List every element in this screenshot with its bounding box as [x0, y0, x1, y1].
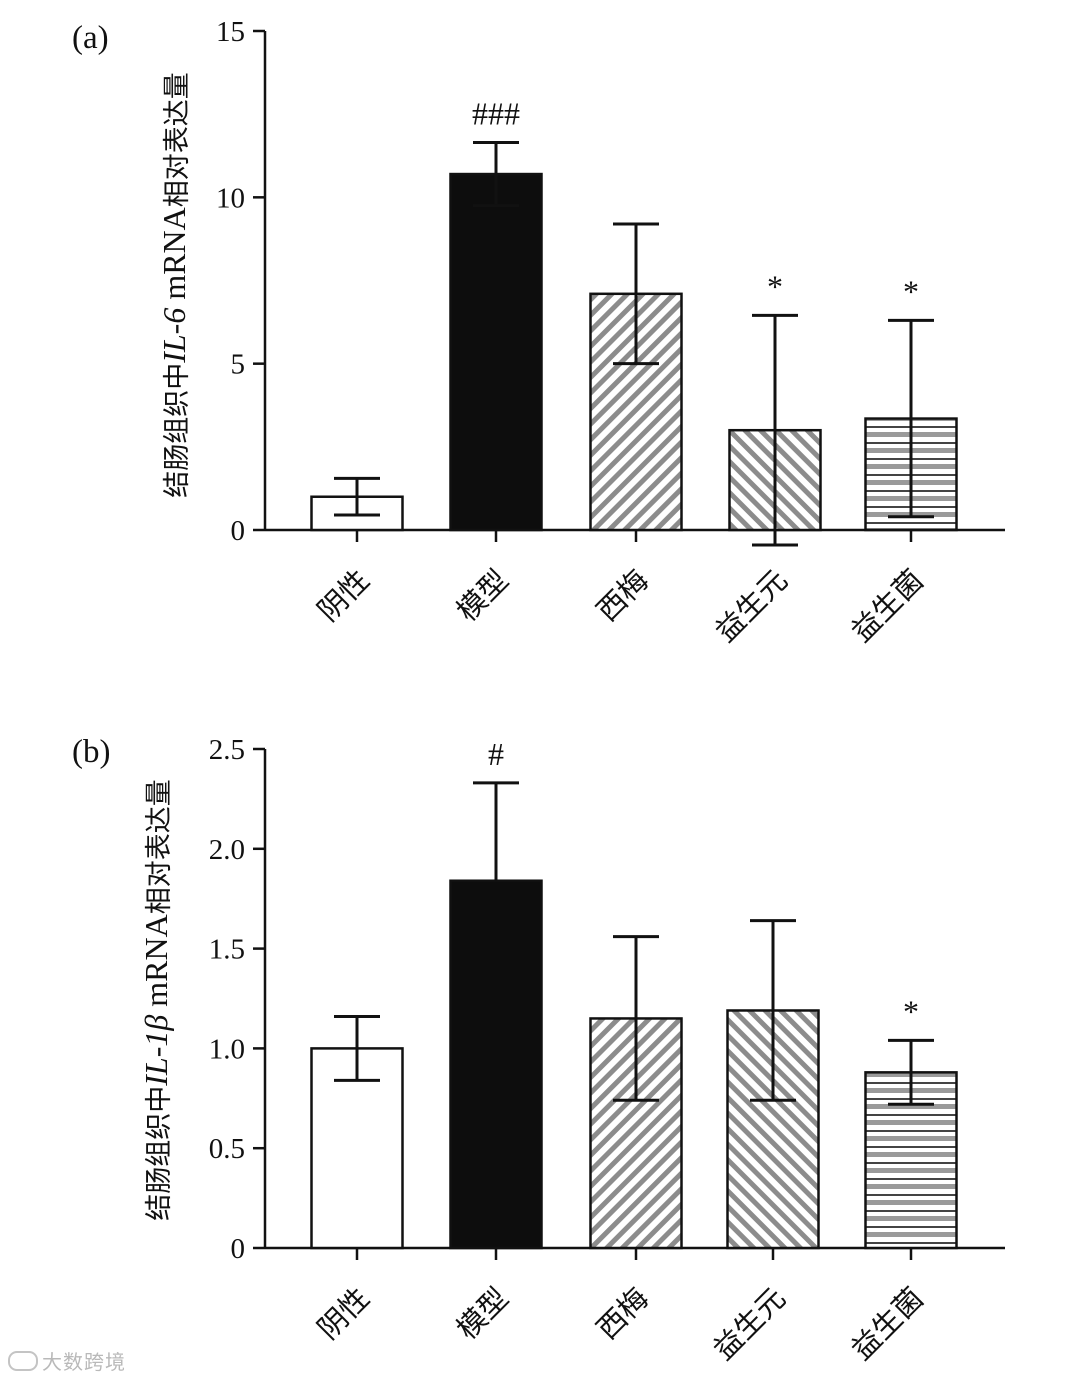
category-label: 模型	[450, 563, 515, 628]
watermark-text: 大数跨境	[42, 1350, 126, 1374]
chart-panel-a: (a) 结肠组织中IL-6 mRNA相对表达量 0 5 10 15 阴性 模型 西梅 益生元益…	[72, 16, 1005, 648]
significance-label: *	[903, 993, 919, 1029]
category-label: 益生元	[706, 1281, 792, 1367]
category-label-group: 益生元	[706, 1281, 792, 1367]
category-label: 益生菌	[844, 1281, 930, 1367]
significance-label: ###	[472, 95, 520, 131]
category-label-group: 益生元	[708, 563, 794, 649]
category-label-group: 西梅	[590, 1281, 655, 1346]
significance-label: #	[488, 736, 504, 772]
category-label-group: 益生菌	[844, 1281, 930, 1367]
category-label: 西梅	[590, 1281, 655, 1346]
y-axis-label-mrna: mRNA	[138, 914, 174, 1014]
bar	[449, 879, 543, 1250]
svg-text:结肠组织中IL-1β mRNA相对表达量: 结肠组织中IL-1β mRNA相对表达量	[138, 779, 174, 1221]
bar	[449, 172, 543, 532]
y-tick-label: 2.5	[209, 734, 245, 766]
significance-label: *	[767, 268, 783, 304]
panel-label: (a)	[72, 20, 109, 56]
y-axis-label-mrna: mRNA	[156, 207, 192, 307]
panel-label: (b)	[72, 734, 110, 770]
y-axis-label-gene: IL-1β	[138, 1015, 174, 1087]
category-label-group: 阴性	[311, 1281, 376, 1346]
significance-label: *	[903, 273, 919, 309]
category-label: 阴性	[311, 563, 376, 628]
y-tick-label: 15	[216, 16, 245, 48]
category-label: 阴性	[311, 1281, 376, 1346]
category-label-group: 模型	[450, 563, 515, 628]
category-label: 西梅	[590, 563, 655, 628]
svg-text:结肠组织中IL-6 mRNA相对表达量: 结肠组织中IL-6 mRNA相对表达量	[156, 72, 192, 498]
y-axis-label-prefix: 结肠组织中	[162, 363, 193, 498]
category-label: 益生元	[708, 563, 794, 649]
chart-panel-b: (b) 结肠组织中IL-1β mRNA相对表达量 0 0.5 1.0 1.5 2.0 2.…	[72, 734, 1005, 1366]
y-axis-label-prefix: 结肠组织中	[144, 1086, 175, 1221]
category-label: 益生菌	[844, 563, 930, 649]
watermark: 大数跨境	[8, 1346, 126, 1375]
category-label: 模型	[450, 1281, 515, 1346]
y-tick-label: 2.0	[209, 834, 245, 866]
category-label-group: 模型	[450, 1281, 515, 1346]
circle-logo-icon	[8, 1351, 38, 1371]
y-tick-label: 1.0	[209, 1033, 245, 1065]
y-axis-label: 结肠组织中IL-6 mRNA相对表达量	[156, 72, 192, 498]
y-axis-label-suffix: 相对表达量	[144, 779, 175, 914]
y-axis-label: 结肠组织中IL-1β mRNA相对表达量	[138, 779, 174, 1221]
y-axis-label-suffix: 相对表达量	[162, 72, 193, 207]
category-label-group: 阴性	[311, 563, 376, 628]
y-tick-label: 5	[231, 349, 246, 381]
category-label-group: 益生菌	[844, 563, 930, 649]
y-axis-label-gene: IL-6	[156, 308, 192, 364]
category-label-group: 西梅	[590, 563, 655, 628]
y-tick-label: 0	[231, 1233, 246, 1265]
y-tick-label: 0.5	[209, 1133, 245, 1165]
y-tick-label: 10	[216, 182, 245, 214]
y-tick-label: 0	[231, 515, 246, 547]
y-tick-label: 1.5	[209, 934, 245, 966]
